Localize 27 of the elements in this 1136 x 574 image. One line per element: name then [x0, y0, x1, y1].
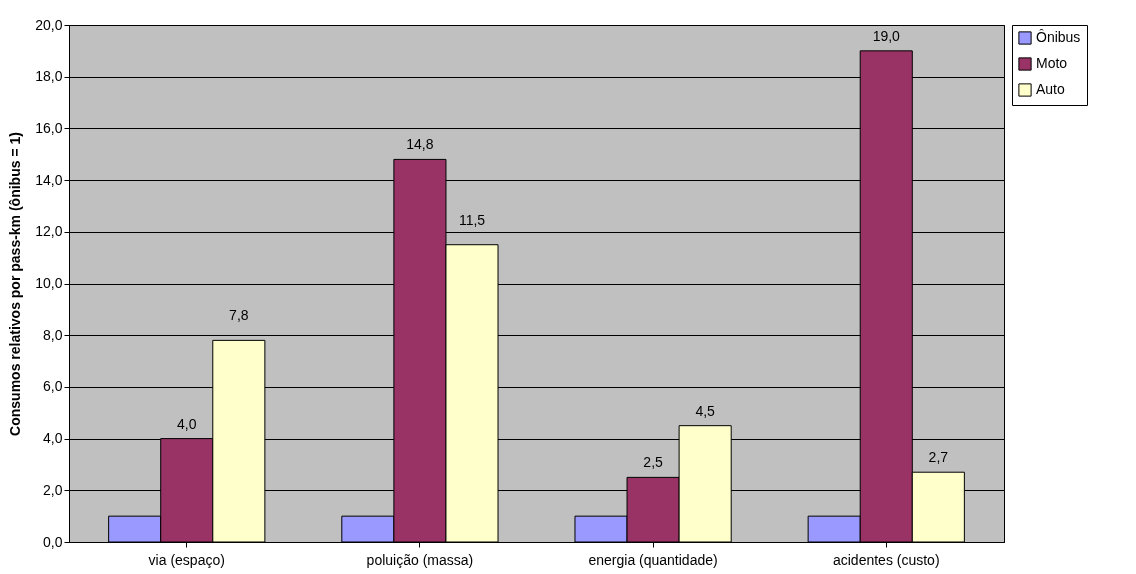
y-tick-label: 6,0	[43, 378, 63, 395]
x-tick-label: acidentes (custo)	[832, 551, 940, 568]
data-label: 19,0	[872, 27, 901, 44]
data-label: 7,8	[229, 307, 249, 324]
x-tick-label: via (espaço)	[148, 551, 225, 568]
y-tick-label: 4,0	[43, 430, 63, 447]
y-tick-label: 2,0	[43, 481, 63, 498]
legend-label: Ônibus	[1036, 29, 1081, 45]
data-label: 4,0	[177, 415, 197, 432]
y-tick-label: 0,0	[43, 533, 63, 550]
y-axis-title: Consumos relativos por pass-km (ônibus = 1)	[7, 132, 24, 436]
data-label: 2,7	[928, 449, 949, 466]
y-tick-label: 10,0	[35, 275, 63, 291]
y-tick-label: 14,0	[35, 171, 63, 188]
data-label: 11,5	[458, 211, 486, 228]
legend-label: Auto	[1036, 81, 1066, 97]
y-tick-label: 12,0	[35, 223, 63, 240]
legend-label: Moto	[1036, 55, 1068, 71]
data-label: 4,5	[695, 402, 716, 419]
data-label: 14,8	[406, 136, 434, 153]
y-tick-label: 16,0	[35, 119, 63, 136]
x-tick-label: energia (quantidade)	[588, 551, 718, 568]
x-tick-label: poluição (massa)	[366, 551, 474, 568]
data-label: 2,5	[643, 454, 664, 471]
y-tick-label: 18,0	[35, 68, 63, 85]
y-tick-label: 8,0	[43, 326, 63, 343]
y-tick-label: 20,0	[35, 16, 63, 33]
